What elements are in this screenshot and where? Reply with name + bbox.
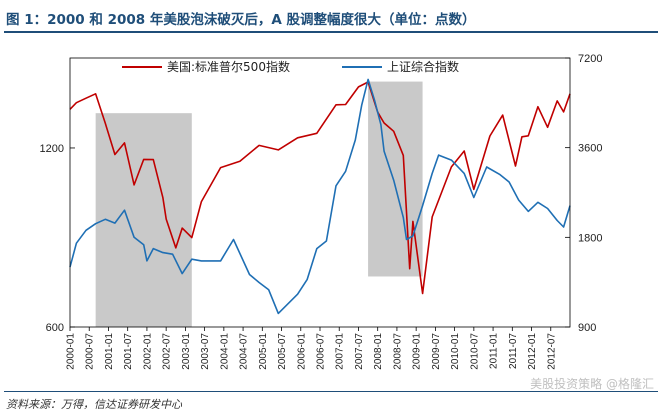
source-note: 资料来源：万得，信达证券研发中心 xyxy=(6,398,182,411)
x-tick-label: 2000-07 xyxy=(85,333,96,370)
shaded-periods xyxy=(95,81,423,327)
x-tick-label: 2010-07 xyxy=(469,333,480,370)
x-tick-label: 2003-01 xyxy=(181,333,192,370)
watermark: 美股投资策略 @格隆汇 xyxy=(530,377,654,391)
legend-label-0: 美国:标准普尔500指数 xyxy=(167,59,290,74)
series-line-1 xyxy=(69,78,571,315)
axes: 600 1200 900 1800 3600 7200 2000-01 2000-07 2001… xyxy=(40,53,603,370)
x-tick-label: 2008-07 xyxy=(392,333,403,370)
bottom-rule xyxy=(4,391,658,392)
x-tick-label: 2007-01 xyxy=(335,333,346,370)
y-right-tick-label: 3600 xyxy=(578,143,602,155)
x-tick-label: 2003-07 xyxy=(200,333,211,370)
legend-label-1: 上证综合指数 xyxy=(387,59,459,74)
series-line-0 xyxy=(69,81,571,295)
x-tick-label: 2007-07 xyxy=(354,333,365,370)
x-tick-label: 2000-01 xyxy=(66,333,77,370)
y-right-tick-label: 900 xyxy=(578,322,596,334)
x-tick-label: 2011-07 xyxy=(508,333,519,369)
x-tick-label: 2005-01 xyxy=(258,333,269,370)
x-tick-label: 2012-07 xyxy=(546,333,557,370)
shaded-period-0 xyxy=(95,113,192,327)
y-right-tick-label: 7200 xyxy=(578,53,602,65)
x-tick-label: 2002-07 xyxy=(162,333,173,370)
x-tick-label: 2012-01 xyxy=(527,333,538,370)
x-tick-label: 2006-07 xyxy=(316,333,327,370)
x-tick-label: 2004-07 xyxy=(239,333,250,370)
x-tick-label: 2005-07 xyxy=(277,333,288,370)
x-tick-label: 2009-01 xyxy=(412,333,423,370)
y-left-tick-label: 600 xyxy=(46,322,64,334)
x-tick-label: 2011-01 xyxy=(489,333,500,369)
x-tick-label: 2006-01 xyxy=(296,333,307,370)
figure-title: 图 1：2000 和 2008 年美股泡沫破灭后，A 股调整幅度很大（单位：点数… xyxy=(6,12,476,28)
x-tick-label: 2010-01 xyxy=(450,333,461,370)
series-lines xyxy=(69,78,571,315)
y-left-tick-label: 1200 xyxy=(40,143,64,155)
y-right-tick-label: 1800 xyxy=(578,232,602,244)
x-tick-label: 2004-01 xyxy=(219,333,230,370)
shaded-period-1 xyxy=(368,81,423,277)
x-tick-label: 2009-07 xyxy=(431,333,442,370)
x-tick-label: 2008-01 xyxy=(373,333,384,370)
x-tick-label: 2001-01 xyxy=(104,333,115,370)
x-tick-label: 2001-07 xyxy=(123,333,134,370)
title-rule xyxy=(4,31,658,33)
legend: 美国:标准普尔500指数 上证综合指数 xyxy=(122,59,459,74)
x-tick-label: 2002-01 xyxy=(142,333,153,370)
